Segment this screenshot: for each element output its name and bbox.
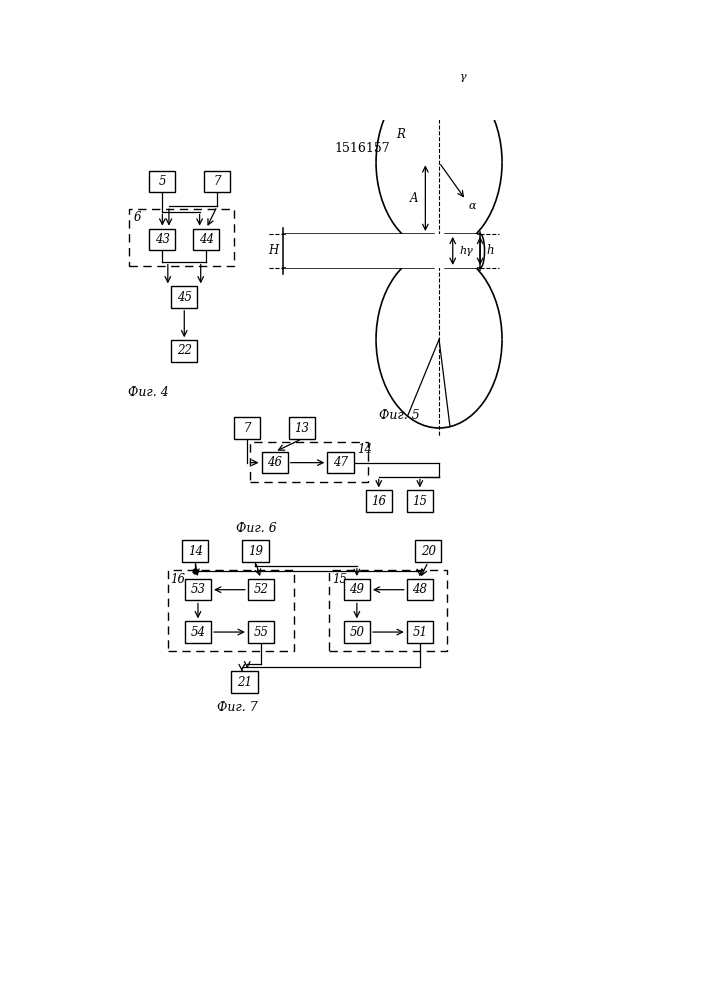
Text: 7: 7 [243,422,251,434]
Text: 45: 45 [177,291,192,304]
FancyBboxPatch shape [171,340,197,362]
Text: 19: 19 [248,545,263,558]
FancyBboxPatch shape [185,621,211,643]
FancyBboxPatch shape [193,229,219,250]
FancyBboxPatch shape [185,579,211,600]
Text: 21: 21 [237,676,252,689]
Text: 51: 51 [412,626,427,639]
FancyBboxPatch shape [344,621,370,643]
Text: 15: 15 [332,573,347,586]
Text: hγ: hγ [460,246,473,256]
Text: 55: 55 [254,626,269,639]
Text: 7: 7 [214,175,221,188]
FancyBboxPatch shape [344,579,370,600]
Text: 20: 20 [421,545,436,558]
Text: 16: 16 [170,573,185,586]
Text: 47: 47 [333,456,348,469]
Text: Фиг. 6: Фиг. 6 [236,522,277,535]
FancyBboxPatch shape [262,452,288,473]
FancyBboxPatch shape [327,452,354,473]
FancyBboxPatch shape [149,171,175,192]
Text: 22: 22 [177,344,192,358]
Text: 1516157: 1516157 [334,142,390,155]
Text: Фиг. 4: Фиг. 4 [128,386,168,399]
Text: 13: 13 [295,422,310,434]
FancyBboxPatch shape [204,171,230,192]
Text: h: h [486,244,493,257]
Text: 46: 46 [267,456,282,469]
FancyBboxPatch shape [286,234,477,268]
Text: 16: 16 [371,495,386,508]
Text: 14: 14 [357,443,372,456]
Text: 48: 48 [412,583,427,596]
Text: 14: 14 [188,545,203,558]
Text: 5: 5 [158,175,166,188]
FancyBboxPatch shape [248,621,274,643]
Text: H: H [268,244,278,257]
FancyBboxPatch shape [248,579,274,600]
FancyBboxPatch shape [407,490,433,512]
FancyBboxPatch shape [289,417,315,439]
FancyBboxPatch shape [149,229,175,250]
FancyBboxPatch shape [366,490,392,512]
FancyBboxPatch shape [171,286,197,308]
FancyBboxPatch shape [243,540,269,562]
FancyBboxPatch shape [407,621,433,643]
Text: 54: 54 [190,626,206,639]
Text: 52: 52 [254,583,269,596]
Text: 53: 53 [190,583,206,596]
Text: Фиг. 7: Фиг. 7 [217,701,258,714]
Text: 15: 15 [412,495,427,508]
Text: A: A [410,192,419,205]
FancyBboxPatch shape [182,540,209,562]
FancyBboxPatch shape [231,671,257,693]
Text: R: R [397,128,405,141]
Text: 50: 50 [349,626,364,639]
Text: α: α [469,201,476,211]
Text: 6: 6 [134,211,141,224]
Text: 49: 49 [349,583,364,596]
FancyBboxPatch shape [234,417,260,439]
FancyBboxPatch shape [415,540,441,562]
Text: γ: γ [460,72,467,82]
FancyBboxPatch shape [407,579,433,600]
Text: 43: 43 [155,233,170,246]
Text: Фиг. 5: Фиг. 5 [379,409,419,422]
Text: 44: 44 [199,233,214,246]
